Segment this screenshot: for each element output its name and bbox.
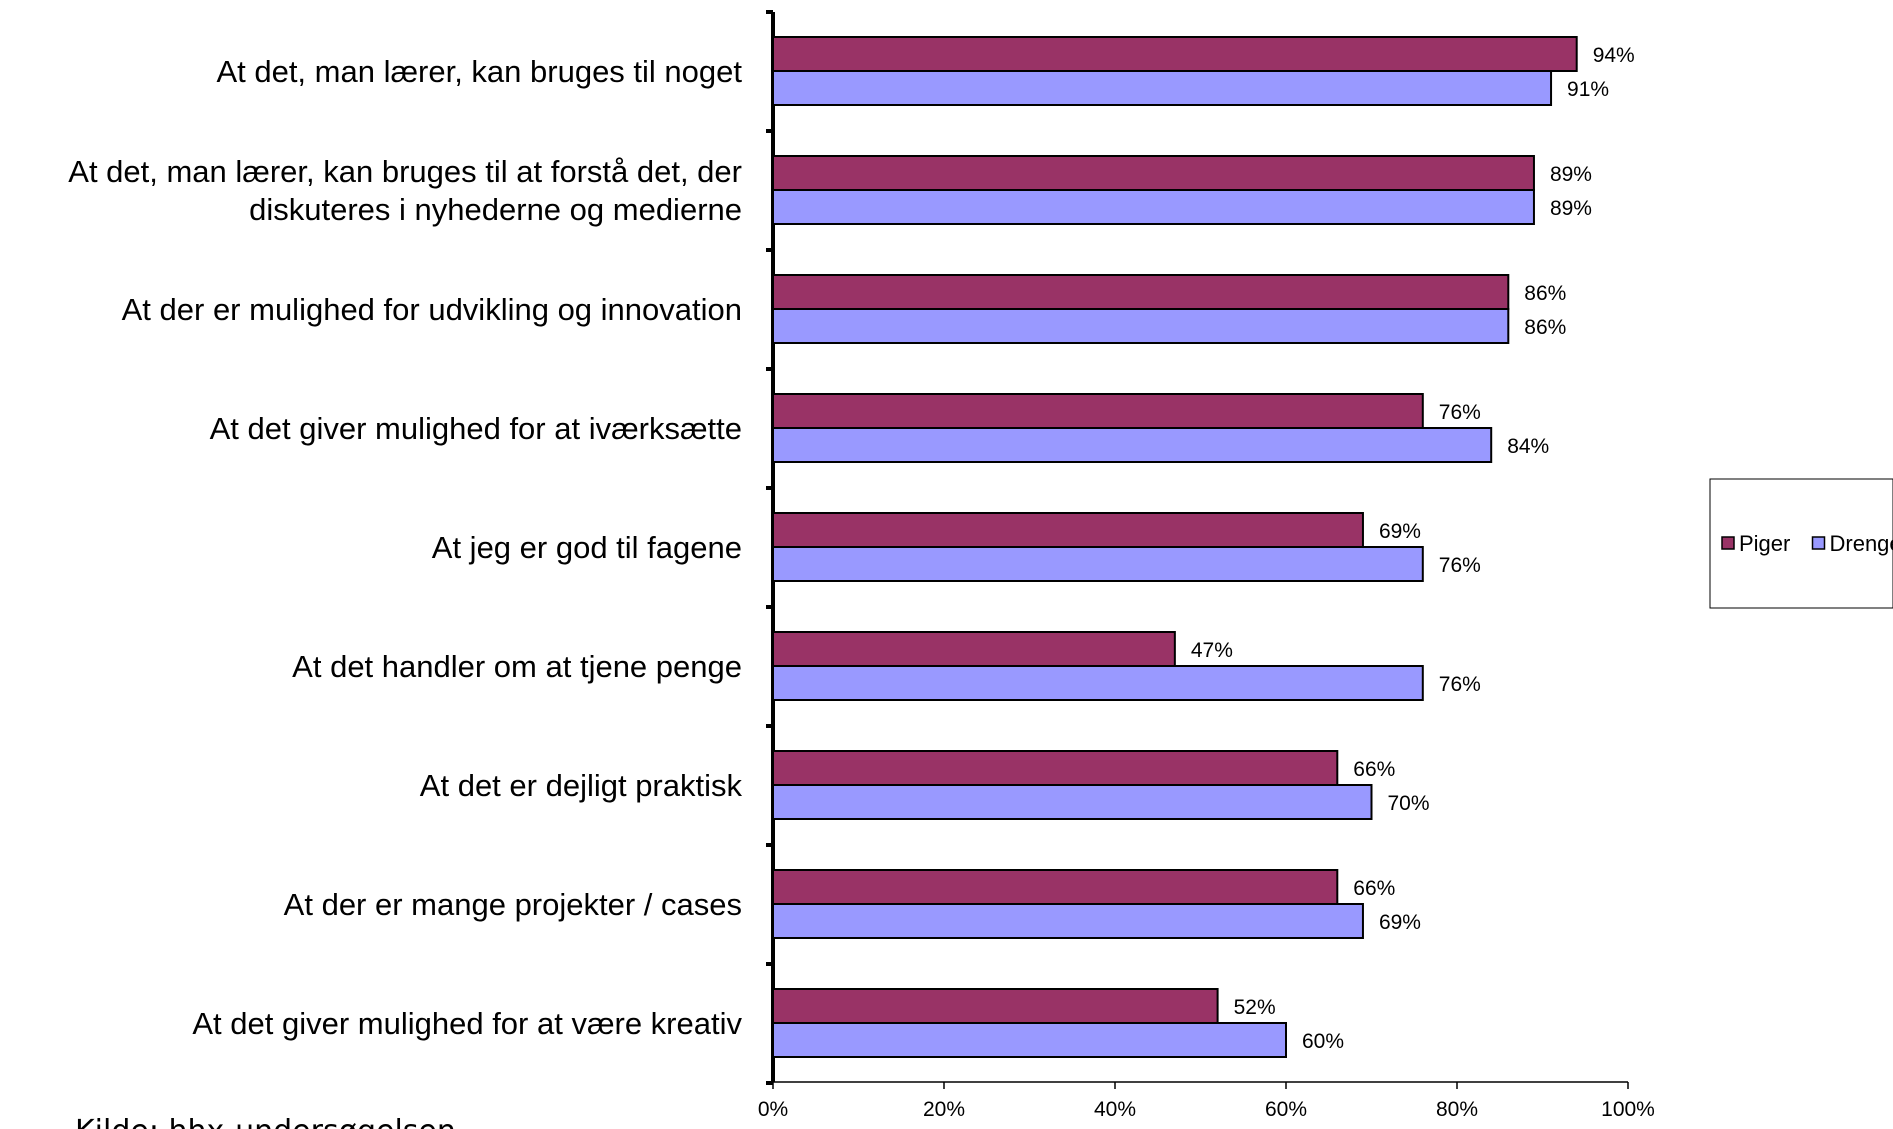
bar-drenge <box>772 1022 1287 1058</box>
data-label-drenge: 84% <box>1507 435 1549 458</box>
plot-area: 0% 20% 40% 60% 80% 100% At det, man lærer, kan… <box>68 10 1655 1121</box>
data-label-piger: 66% <box>1353 758 1395 781</box>
data-label-piger: 69% <box>1379 520 1421 543</box>
category-label: At det, man lærer, kan bruges til noget <box>216 54 742 89</box>
bar-drenge <box>772 665 1424 701</box>
bar-drenge <box>772 189 1535 225</box>
data-label-drenge: 69% <box>1379 911 1421 934</box>
data-label-drenge: 89% <box>1550 197 1592 220</box>
data-label-drenge: 76% <box>1439 554 1481 577</box>
bar-drenge <box>772 308 1510 344</box>
category-label: At det giver mulighed for at være kreati… <box>192 1006 742 1041</box>
bar-drenge <box>772 70 1553 106</box>
data-label-drenge: 60% <box>1302 1030 1344 1053</box>
data-label-drenge: 86% <box>1524 316 1566 339</box>
value-axis-tick-label: 40% <box>1094 1098 1136 1121</box>
data-label-piger: 66% <box>1353 877 1395 900</box>
legend-box <box>1709 478 1893 609</box>
data-label-piger: 86% <box>1524 282 1566 305</box>
source-note: Kilde: hhx-undersøgelsen <box>75 1114 456 1129</box>
category-label: At der er mulighed for udvikling og inno… <box>122 292 742 327</box>
data-label-piger: 76% <box>1439 401 1481 424</box>
legend: Piger Drenge <box>1709 478 1893 609</box>
category-label: diskuteres i nyhederne og medierne <box>249 192 742 227</box>
legend-label-piger: Piger <box>1739 531 1790 556</box>
value-axis-tick-label: 60% <box>1265 1098 1307 1121</box>
legend-swatch-piger <box>1721 536 1735 550</box>
bar-drenge <box>772 903 1364 939</box>
value-axis-tick-label: 20% <box>923 1098 965 1121</box>
category-label: At der er mange projekter / cases <box>284 887 742 922</box>
bar-piger <box>772 512 1364 548</box>
data-label-piger: 94% <box>1593 44 1635 67</box>
data-label-drenge: 70% <box>1388 792 1430 815</box>
value-axis-tick-label: 80% <box>1436 1098 1478 1121</box>
data-label-piger: 47% <box>1191 639 1233 662</box>
bar-piger <box>772 393 1424 429</box>
bar-piger <box>772 155 1535 191</box>
category-label: At det giver mulighed for at iværksætte <box>210 411 742 446</box>
data-label-drenge: 91% <box>1567 78 1609 101</box>
bar-piger <box>772 631 1176 667</box>
category-label: At jeg er god til fagene <box>432 530 742 565</box>
bar-drenge <box>772 784 1373 820</box>
value-axis-tick-label: 100% <box>1601 1098 1655 1121</box>
data-label-piger: 52% <box>1234 996 1276 1019</box>
category-label: At det, man lærer, kan bruges til at for… <box>68 154 742 189</box>
bar-piger <box>772 869 1339 905</box>
data-label-drenge: 76% <box>1439 673 1481 696</box>
data-label-piger: 89% <box>1550 163 1592 186</box>
bar-piger <box>772 750 1339 786</box>
bar-piger <box>772 274 1510 310</box>
legend-swatch-drenge <box>1811 536 1826 550</box>
bar-drenge <box>772 427 1493 463</box>
category-label: At det handler om at tjene penge <box>292 649 742 684</box>
bar-piger <box>772 988 1219 1024</box>
value-axis-tick-label: 0% <box>758 1098 788 1121</box>
legend-label-drenge: Drenge <box>1830 531 1893 556</box>
bar-drenge <box>772 546 1424 582</box>
category-label: At det er dejligt praktisk <box>420 768 743 803</box>
bar-piger <box>772 36 1578 72</box>
